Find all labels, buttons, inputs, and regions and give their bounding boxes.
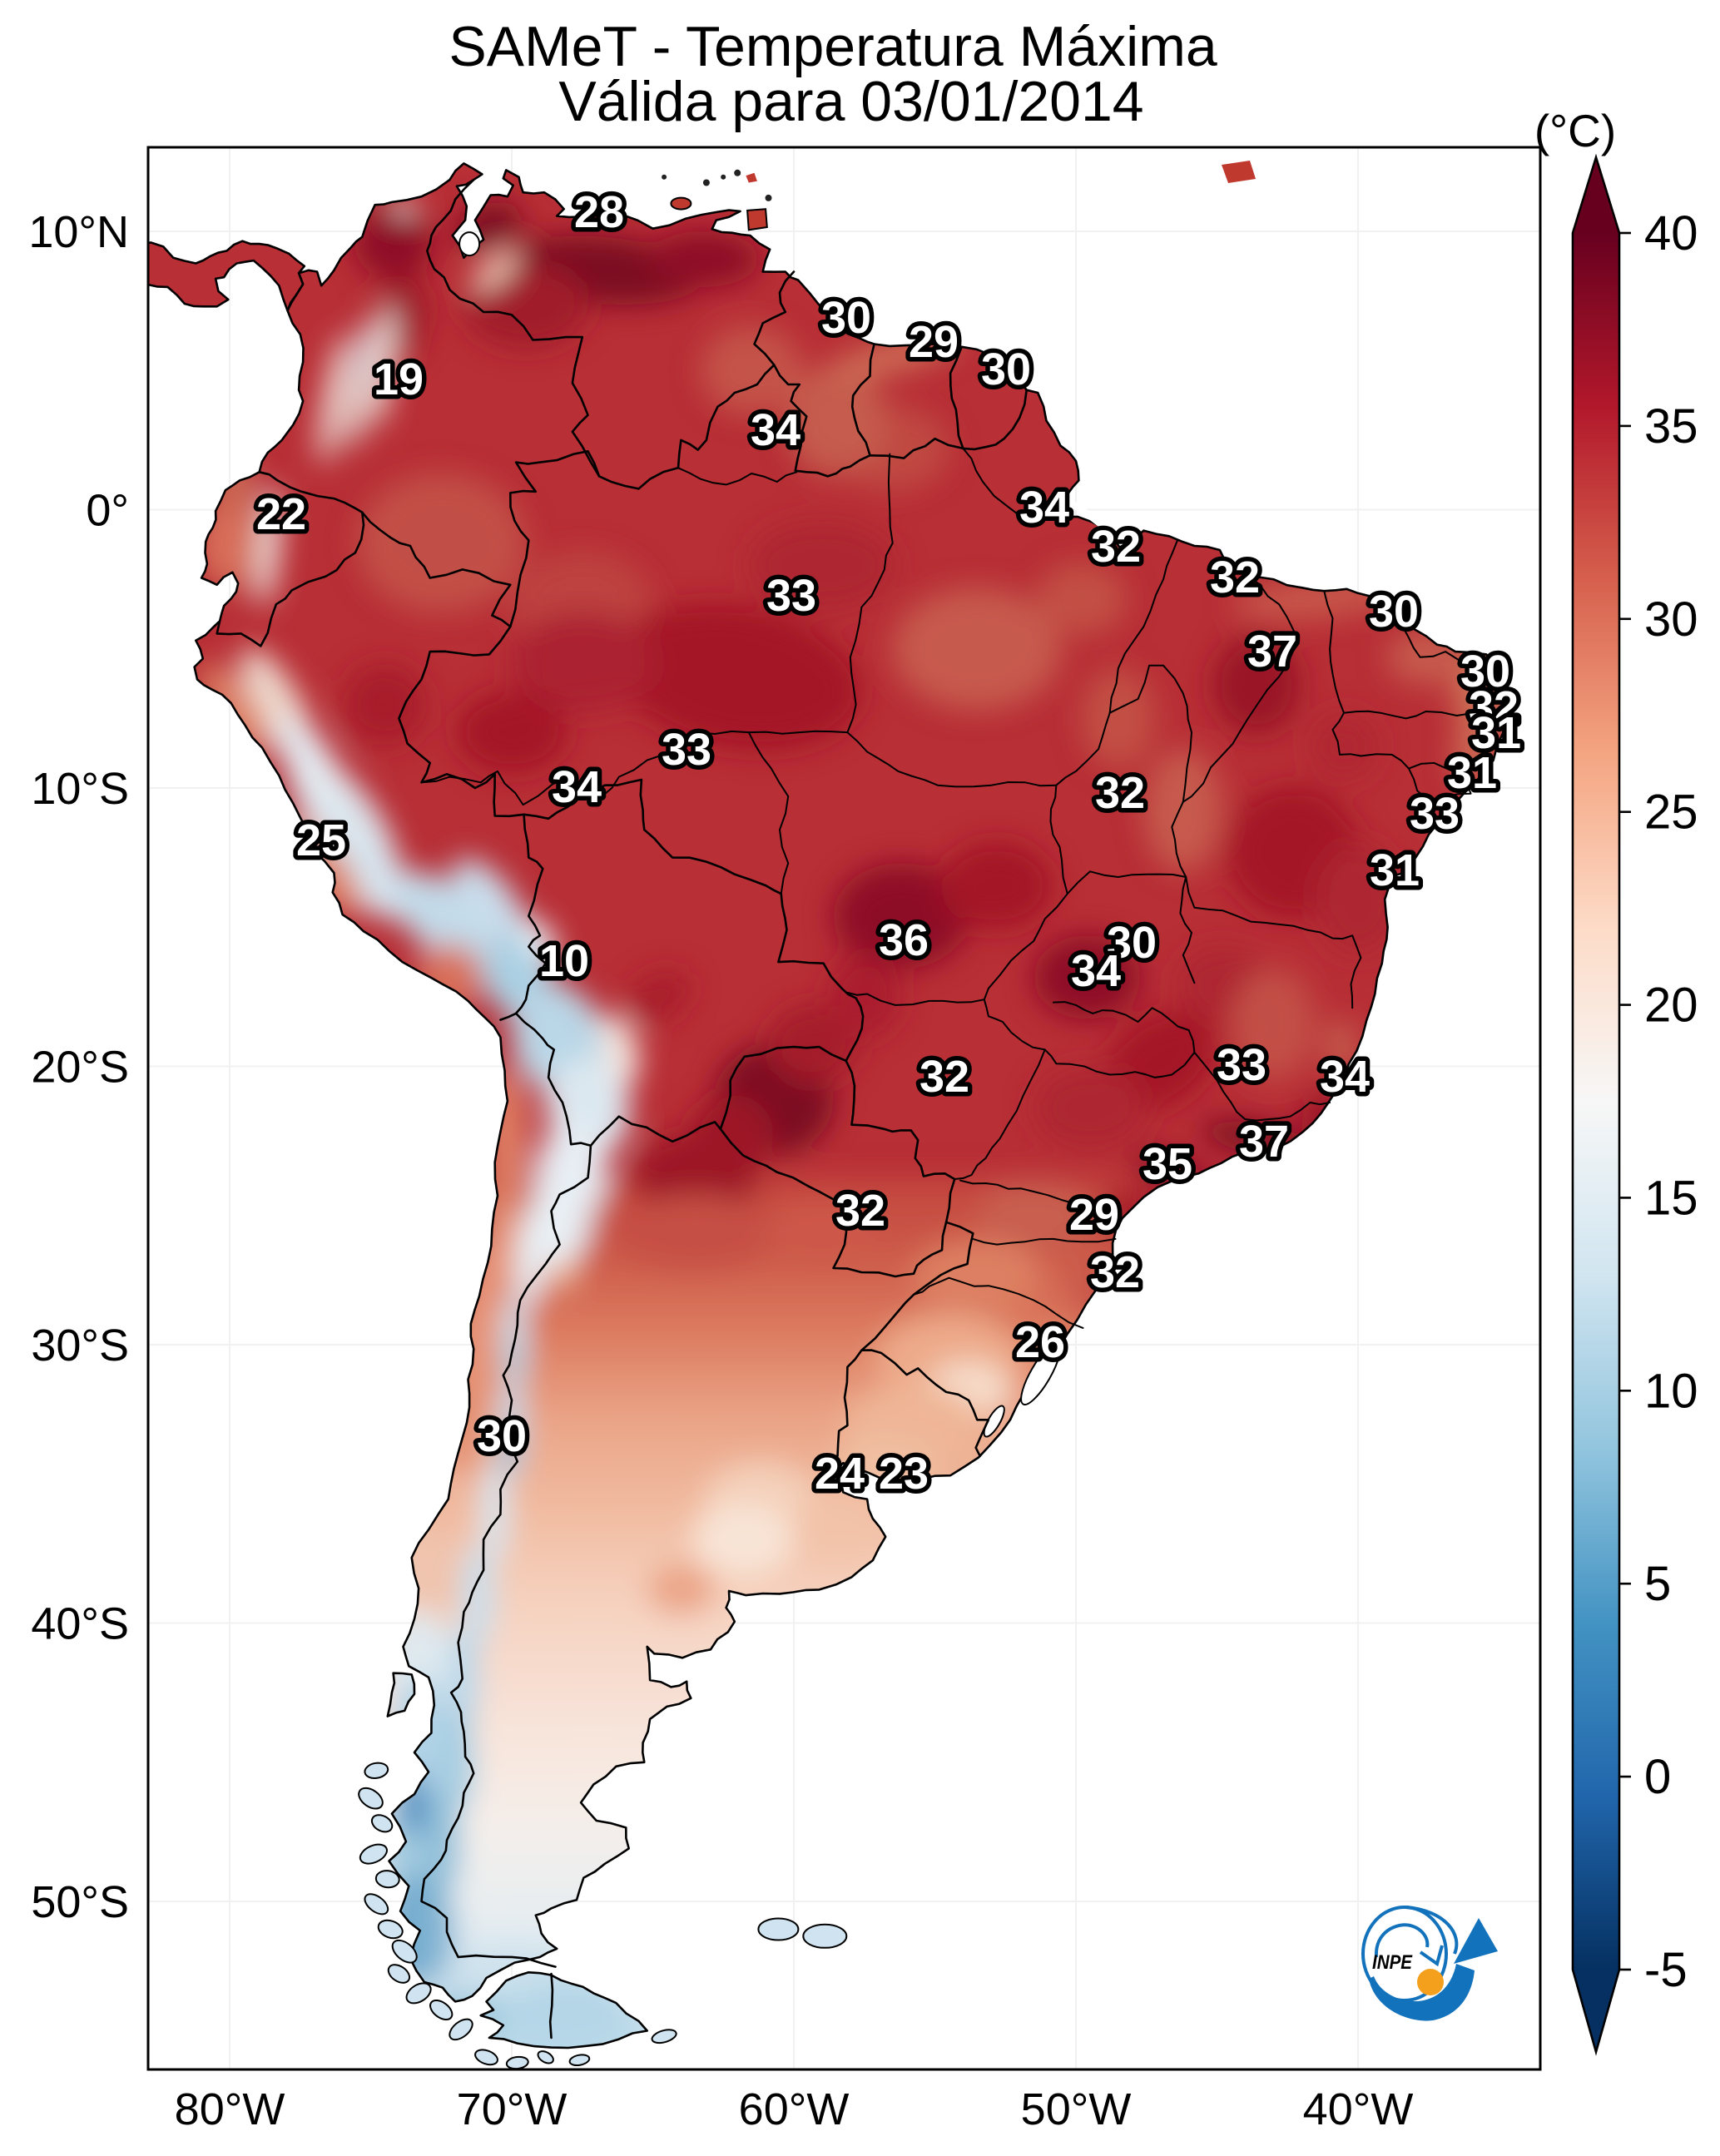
svg-text:20°S: 20°S [31,1043,129,1093]
svg-text:24: 24 [815,1449,865,1499]
svg-text:34: 34 [751,405,801,455]
svg-text:32: 32 [835,1186,885,1236]
svg-text:34: 34 [1071,946,1121,996]
svg-text:30°S: 30°S [31,1321,129,1370]
svg-text:10°S: 10°S [31,764,129,814]
svg-text:34: 34 [1320,1052,1370,1102]
svg-text:SAMeT - Temperatura Máxima: SAMeT - Temperatura Máxima [449,15,1217,78]
svg-text:31: 31 [1471,708,1521,758]
svg-text:30: 30 [477,1411,527,1461]
svg-text:32: 32 [919,1052,969,1102]
svg-text:29: 29 [909,317,959,367]
svg-text:30: 30 [981,344,1031,394]
svg-text:32: 32 [1210,553,1260,602]
svg-text:25: 25 [296,815,346,865]
svg-text:22: 22 [256,489,306,539]
svg-text:(°C): (°C) [1534,105,1616,156]
svg-text:30: 30 [1644,592,1698,647]
svg-text:70°W: 70°W [457,2084,568,2134]
svg-text:40°W: 40°W [1303,2084,1414,2134]
svg-text:33: 33 [1217,1040,1266,1090]
svg-text:15: 15 [1644,1171,1698,1225]
svg-text:0: 0 [1644,1750,1671,1804]
svg-text:32: 32 [1091,522,1141,572]
svg-text:30: 30 [1107,918,1157,968]
svg-text:35: 35 [1644,399,1698,454]
svg-text:40: 40 [1644,206,1698,260]
svg-text:80°W: 80°W [175,2084,285,2134]
svg-text:Válida para 03/01/2014: Válida para 03/01/2014 [558,70,1143,133]
svg-text:40°S: 40°S [31,1599,129,1649]
svg-text:20: 20 [1644,979,1698,1033]
svg-text:34: 34 [552,762,602,812]
svg-text:26: 26 [1015,1317,1065,1367]
svg-text:31: 31 [1370,845,1420,895]
svg-text:32: 32 [1090,1247,1140,1297]
svg-text:37: 37 [1239,1117,1289,1167]
svg-text:5: 5 [1644,1557,1671,1611]
svg-text:35: 35 [1143,1139,1192,1189]
svg-text:37: 37 [1247,627,1297,677]
svg-text:33: 33 [1410,789,1460,839]
svg-text:-5: -5 [1644,1943,1688,1997]
svg-text:31: 31 [1447,748,1497,798]
svg-text:32: 32 [1095,768,1145,818]
svg-text:10: 10 [539,936,589,986]
svg-text:29: 29 [1069,1190,1119,1240]
svg-text:28: 28 [574,187,624,237]
svg-text:50°W: 50°W [1021,2084,1132,2134]
svg-text:30: 30 [1460,647,1510,696]
svg-text:30: 30 [821,293,871,343]
svg-text:60°W: 60°W [739,2084,850,2134]
svg-text:25: 25 [1644,786,1698,840]
svg-text:50°S: 50°S [31,1877,129,1927]
svg-text:0°: 0° [86,486,129,536]
svg-text:36: 36 [879,915,929,965]
svg-text:10: 10 [1644,1364,1698,1418]
svg-text:23: 23 [879,1449,929,1499]
svg-text:30: 30 [1369,587,1419,637]
svg-text:INPE: INPE [1372,1951,1413,1974]
svg-text:19: 19 [374,354,424,404]
svg-text:33: 33 [766,571,816,621]
svg-text:32: 32 [1469,682,1519,732]
svg-text:33: 33 [662,725,711,775]
svg-text:34: 34 [1019,483,1069,533]
svg-text:10°N: 10°N [28,207,129,257]
